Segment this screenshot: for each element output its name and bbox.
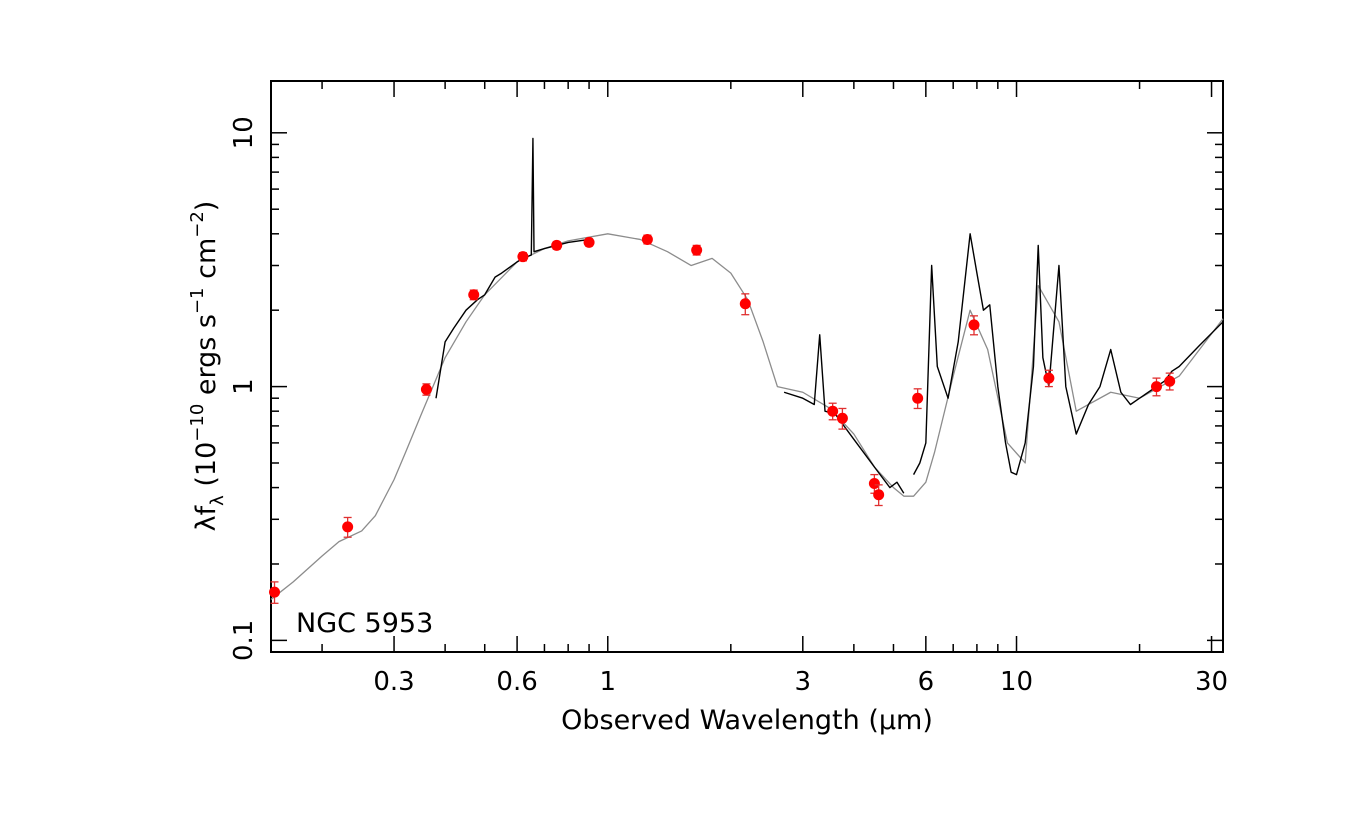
y-axis-label-close: ) [191,201,222,212]
y-tick-labels: 0.1 1 10 [229,116,259,661]
x-tick-label: 0.6 [496,667,537,697]
photometry-point [342,521,354,533]
photometry-point [420,383,432,395]
x-tick-label: 1 [599,667,616,697]
observed-spectrum-line [435,137,590,399]
photometry-point [739,298,751,310]
y-axis-label-mid2: cm [191,238,222,288]
y-tick-label: 0.1 [229,620,259,661]
y-axis-label-main: λf [191,504,222,531]
x-tick-label: 10 [1000,667,1033,697]
photometry-point [641,233,653,245]
x-tick-label: 6 [918,667,935,697]
photometry-point [868,478,880,490]
photometry-point [1043,372,1055,384]
photometry-point [873,489,885,501]
y-tick-label: 1 [229,378,259,395]
photometry-point [269,586,281,598]
photometry-points [269,233,1176,604]
x-tick-labels: 0.3 0.6 1 3 6 10 30 [373,667,1228,697]
axes-box [270,80,1224,653]
photometry-point [468,289,480,301]
photometry-point [1150,381,1162,393]
y-axis-label-open: (10 [191,442,222,495]
photometry-point [968,319,980,331]
photometry-point [691,244,703,256]
y-axis-label-exp2: −1 [187,287,208,314]
photometry-point [1164,375,1176,387]
observed-spectrum-line [912,233,1224,476]
y-axis-label-exp3: −2 [187,211,208,238]
model-spectrum-line [270,233,1224,600]
photometry-point [836,412,848,424]
plot-frame [270,80,1224,653]
photometry-point [517,251,529,263]
photometry-point [583,236,595,248]
photometry-point [912,392,924,404]
y-axis-label-sub: λ [207,495,228,506]
series-layer [270,137,1224,600]
y-axis-label: λfλ (10−10 ergs s−1 cm−2) [187,201,228,532]
x-axis-label: Observed Wavelength (μm) [561,705,933,736]
photometry-point [551,239,563,251]
x-tick-label: 3 [795,667,812,697]
x-tick-label: 0.3 [373,667,414,697]
y-axis-label-exp1: −10 [187,404,208,442]
y-axis-label-mid1: ergs s [191,314,222,404]
y-tick-label: 10 [229,116,259,149]
photometry-point [827,405,839,417]
x-tick-label: 30 [1195,667,1228,697]
object-label: NGC 5953 [296,608,433,639]
axis-ticks [271,81,1223,653]
